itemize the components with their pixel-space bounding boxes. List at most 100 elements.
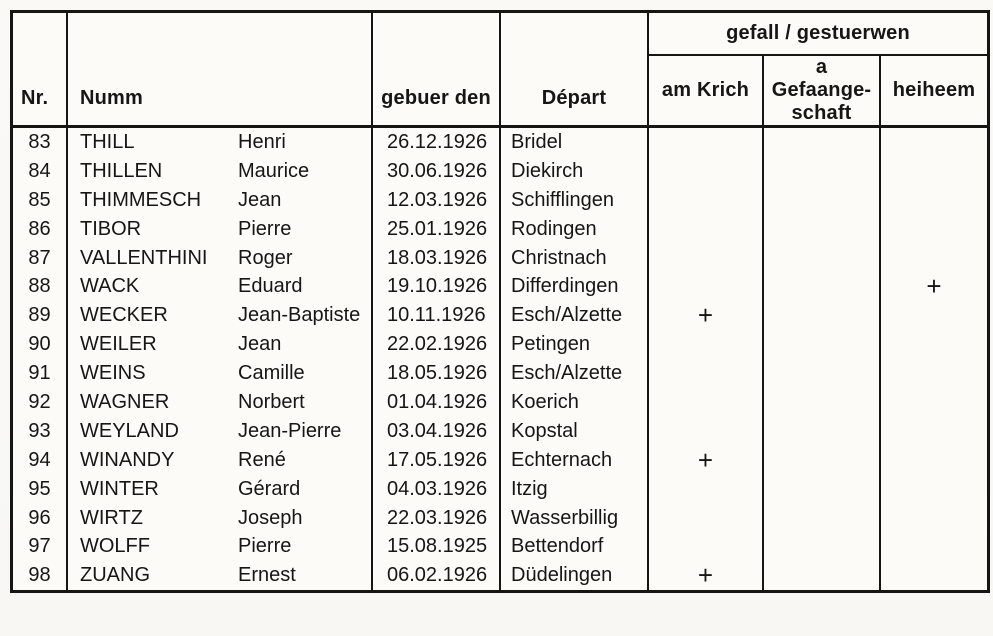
cell-surname: WOLFF (80, 535, 150, 558)
cell-firstname: Pierre (238, 217, 292, 240)
cell-born-date: 04.03.1926 (373, 474, 501, 504)
cell-surname: THILLEN (80, 159, 163, 182)
cell-name: VALLENTHINI Roger (68, 243, 373, 273)
cell-firstname: Camille (238, 362, 305, 385)
col-header-am-krich: am Krich (649, 56, 764, 125)
cell-mark-am-krich (649, 156, 764, 186)
cell-depart: Petingen (501, 330, 649, 360)
cell-mark-gefaangeschaft (764, 474, 881, 504)
roster-table: Nr. Numm gebuer den Départ gefall / gest… (10, 10, 990, 594)
cell-mark-heiheem (881, 359, 987, 388)
cell-name: THIMMESCH Jean (68, 185, 373, 215)
cell-mark-heiheem: + (926, 271, 942, 302)
cell-mark-am-krich: + (649, 301, 764, 331)
cell-depart: Bettendorf (501, 532, 649, 562)
cell-nr: 98 (13, 561, 68, 591)
cell-nr: 85 (13, 185, 68, 215)
cell-born-date: 12.03.1926 (373, 185, 501, 215)
cell-mark-am-krich (649, 503, 764, 533)
cell-surname: WEILER (80, 333, 157, 356)
cell-mark-heiheem (881, 504, 987, 533)
cell-depart: Koerich (501, 388, 649, 417)
cell-nr: 93 (13, 416, 68, 446)
cell-name: TIBOR Pierre (68, 214, 373, 244)
cell-mark-gefaangeschaft (764, 128, 881, 157)
cell-mark-am-krich (649, 214, 764, 244)
cell-nr: 86 (13, 214, 68, 244)
cell-surname: WEYLAND (80, 419, 179, 442)
cell-born-date: 19.10.1926 (373, 272, 501, 302)
cell-mark-gefaangeschaft (764, 330, 881, 360)
cell-mark-am-krich (649, 272, 764, 302)
cell-nr: 97 (13, 532, 68, 562)
cell-surname: WINANDY (80, 448, 175, 471)
cell-mark-gefaangeschaft (764, 359, 881, 389)
cell-firstname: Jean-Baptiste (238, 304, 361, 327)
cell-mark-am-krich (649, 532, 764, 562)
col-header-gebuer-den: gebuer den (373, 13, 501, 125)
table-header: Nr. Numm gebuer den Départ gefall / gest… (13, 13, 987, 128)
cell-mark-am-krich (649, 416, 764, 446)
cell-surname: THIMMESCH (80, 188, 202, 211)
cell-firstname: Jean-Pierre (238, 419, 342, 442)
cell-surname: WAGNER (80, 391, 170, 414)
cell-firstname: Jean (238, 188, 282, 211)
cell-mark-gefaangeschaft (764, 156, 881, 186)
cell-mark-gefaangeschaft (764, 561, 881, 591)
cell-mark-heiheem (881, 244, 987, 273)
cell-born-date: 30.06.1926 (373, 156, 501, 186)
cell-mark-am-krich: + (649, 445, 764, 475)
cell-depart: Wasserbillig (501, 503, 649, 533)
cell-firstname: René (238, 448, 286, 471)
cell-mark-heiheem (881, 417, 987, 446)
cell-mark-gefaangeschaft (764, 214, 881, 244)
cell-depart: Düdelingen (501, 561, 649, 591)
cell-born-date: 01.04.1926 (373, 388, 501, 417)
cell-depart: Echternach (501, 445, 649, 475)
cell-mark-gefaangeschaft (764, 445, 881, 475)
cell-firstname: Joseph (238, 506, 303, 529)
cell-mark-gefaangeschaft (764, 532, 881, 562)
cell-mark-heiheem (881, 388, 987, 417)
cell-mark-heiheem (881, 157, 987, 186)
cell-depart: Diekirch (501, 156, 649, 186)
cell-mark-gefaangeschaft (764, 416, 881, 446)
cell-mark-heiheem (881, 446, 987, 475)
cell-name: WIRTZ Joseph (68, 503, 373, 533)
cell-depart: Schifflingen (501, 185, 649, 215)
cell-firstname: Norbert (238, 391, 305, 414)
col-header-gefaangeschaft-lines: a Gefaange- schaft (764, 56, 879, 125)
cell-surname: TIBOR (80, 217, 142, 240)
cell-surname: WECKER (80, 304, 168, 327)
cell-mark-heiheem (881, 215, 987, 244)
cell-surname: WACK (80, 275, 140, 298)
cell-born-date: 17.05.1926 (373, 445, 501, 475)
cell-nr: 94 (13, 445, 68, 475)
cell-nr: 84 (13, 156, 68, 186)
cell-nr: 89 (13, 301, 68, 331)
cell-born-date: 10.11.1926 (373, 301, 501, 331)
cell-mark-am-krich (649, 243, 764, 273)
gefaangeschaft-line1: a Gefaange- (771, 56, 872, 101)
cell-mark-heiheem (881, 186, 987, 215)
cell-surname: THILL (80, 131, 135, 153)
col-header-nr: Nr. (13, 13, 68, 125)
cell-mark-am-krich (649, 388, 764, 417)
cell-mark-heiheem (881, 330, 987, 359)
cell-nr: 83 (13, 128, 68, 157)
cell-born-date: 18.03.1926 (373, 243, 501, 273)
cell-depart: Esch/Alzette (501, 301, 649, 331)
cell-nr: 96 (13, 503, 68, 533)
cell-nr: 92 (13, 388, 68, 417)
cell-born-date: 18.05.1926 (373, 359, 501, 389)
table-body: 83 THILL Henri 26.12.1926 Bridel 84 THILLEN Mau… (13, 128, 987, 591)
cell-depart: Rodingen (501, 214, 649, 244)
cell-mark-heiheem (881, 128, 987, 157)
cell-mark-am-krich (649, 330, 764, 360)
gefaangeschaft-line2: schaft (791, 102, 852, 124)
cell-name: WECKER Jean-Baptiste (68, 301, 373, 331)
cell-name: ZUANG Ernest (68, 561, 373, 591)
cell-name: WACK Eduard (68, 272, 373, 302)
cell-mark-gefaangeschaft (764, 243, 881, 273)
cell-born-date: 22.02.1926 (373, 330, 501, 360)
